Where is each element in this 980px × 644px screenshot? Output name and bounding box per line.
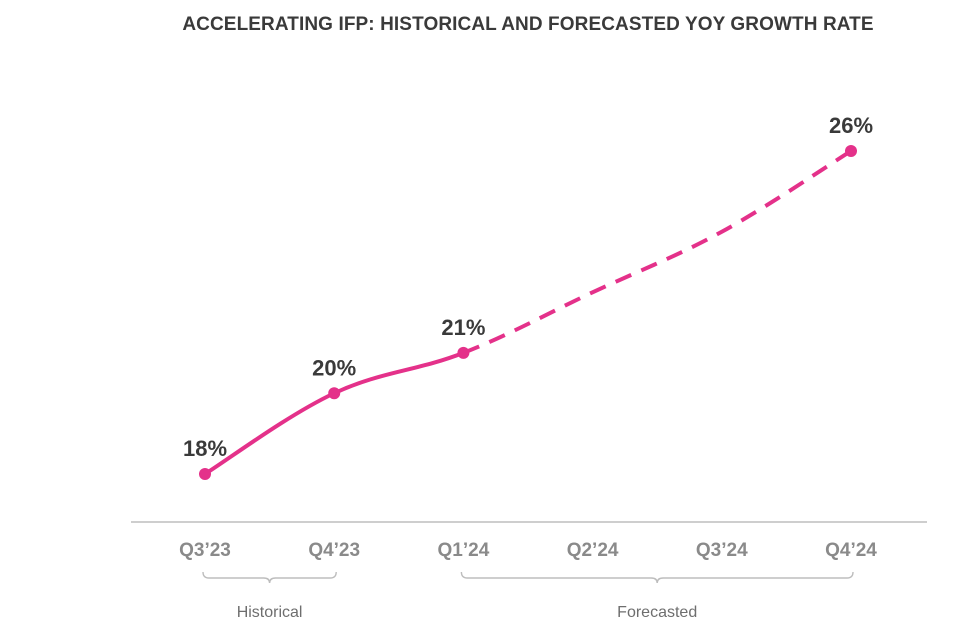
- data-point: [845, 145, 857, 157]
- series-line-forecasted: [462, 149, 853, 355]
- group-label: Historical: [237, 604, 303, 621]
- group-brace: [202, 571, 337, 584]
- series-layer: [203, 149, 853, 476]
- ticks-layer: Q3’23 Q4’23 Q1’24 Q2’24 Q3’24 Q4’24: [179, 540, 877, 561]
- groups-layer: Historical Forecasted: [202, 571, 854, 621]
- data-point: [328, 387, 341, 400]
- points-layer: [199, 145, 857, 480]
- group-brace: [460, 571, 854, 584]
- x-tick-label: Q4’24: [825, 540, 877, 561]
- group-label: Forecasted: [617, 604, 697, 621]
- x-tick-label: Q1’24: [438, 540, 490, 561]
- data-label: 26%: [829, 113, 873, 138]
- x-tick-label: Q2’24: [567, 540, 619, 561]
- x-tick-label: Q3’23: [179, 540, 231, 561]
- chart-title: ACCELERATING IFP: HISTORICAL AND FORECAS…: [182, 14, 874, 35]
- data-point: [457, 346, 470, 359]
- data-label: 18%: [183, 436, 227, 461]
- x-tick-label: Q4’23: [308, 540, 360, 561]
- data-label: 21%: [441, 315, 485, 340]
- data-point: [199, 468, 211, 480]
- labels-layer: 18% 20% 21% 26%: [183, 113, 873, 461]
- data-label: 20%: [312, 355, 356, 380]
- x-tick-label: Q3’24: [696, 540, 748, 561]
